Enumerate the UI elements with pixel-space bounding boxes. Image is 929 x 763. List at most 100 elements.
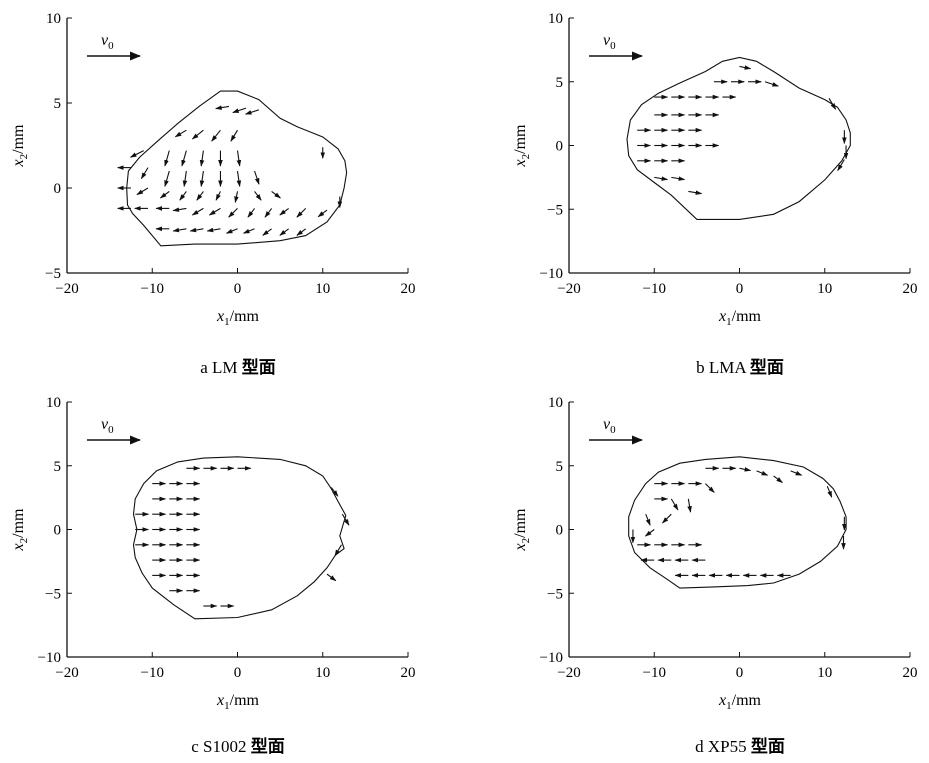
stress-arrow <box>172 207 187 212</box>
stress-arrow <box>254 170 260 185</box>
stress-arrow <box>837 159 845 172</box>
x-tick-label: 20 <box>903 281 918 297</box>
y-tick-label: −10 <box>540 266 563 282</box>
y-tick-label: 0 <box>556 523 564 539</box>
y-tick-label: −5 <box>547 586 563 602</box>
x-tick-label: −20 <box>55 281 78 297</box>
stress-arrow <box>236 170 242 188</box>
stress-arrow <box>688 190 703 195</box>
stress-arrow <box>228 208 238 218</box>
stress-arrow <box>234 191 239 204</box>
x-tick-label: 10 <box>315 281 330 297</box>
stress-arrow <box>264 208 273 218</box>
contact-patch-outline <box>126 90 348 247</box>
y-axis-label: x2/mm <box>10 124 30 168</box>
stress-arrow <box>179 191 187 201</box>
stress-arrow <box>279 228 289 236</box>
stress-arrow <box>215 105 230 110</box>
panel-caption: b LMA 型面 <box>696 357 784 377</box>
chart-panel-a: −20 −10 0 10 20 −5 0 5 10 x1/mm x2/mm v0 a LM 型面 <box>10 11 416 377</box>
stress-arrow <box>756 470 769 476</box>
velocity-label: v0 <box>603 416 616 436</box>
x-axis-label: x1/mm <box>216 308 260 328</box>
stress-arrow <box>739 65 752 70</box>
x-tick-label: 10 <box>315 665 330 681</box>
stress-arrow <box>247 208 255 218</box>
x-tick-label: 20 <box>903 665 918 681</box>
y-tick-label: 0 <box>54 181 62 197</box>
stress-arrow <box>828 98 837 110</box>
x-tick-label: 0 <box>234 281 242 297</box>
stress-arrow <box>330 487 339 497</box>
stress-arrow <box>215 191 221 201</box>
y-tick-label: 10 <box>46 395 61 411</box>
x-tick-label: 10 <box>817 665 832 681</box>
x-tick-label: −10 <box>643 281 666 297</box>
x-tick-label: 0 <box>736 281 744 297</box>
contact-patch-outline <box>132 456 347 620</box>
x-tick-label: −10 <box>141 281 164 297</box>
stress-arrow <box>296 208 307 218</box>
stress-arrow <box>159 190 170 199</box>
stress-arrow <box>341 513 350 526</box>
stress-arrow <box>211 129 221 142</box>
stress-arrow <box>199 150 205 167</box>
x-tick-label: 0 <box>736 665 744 681</box>
x-tick-label: 20 <box>401 281 416 297</box>
stress-arrow <box>705 483 715 493</box>
stress-arrow <box>172 227 187 233</box>
x-axis-label: x1/mm <box>718 692 762 712</box>
stress-arrow <box>773 475 783 483</box>
stress-arrow <box>262 228 272 236</box>
x-tick-label: 20 <box>401 665 416 681</box>
stress-arrow <box>317 209 328 218</box>
y-axis-label: x2/mm <box>10 508 30 552</box>
stress-arrow <box>230 129 238 142</box>
y-tick-label: −10 <box>38 650 61 666</box>
y-tick-label: 5 <box>556 75 564 91</box>
stress-arrow <box>662 513 672 524</box>
y-tick-label: 5 <box>54 96 62 112</box>
y-tick-label: −5 <box>45 586 61 602</box>
x-axis-label: x1/mm <box>718 308 762 328</box>
stress-arrow <box>671 176 686 181</box>
y-tick-label: 0 <box>54 523 62 539</box>
stress-arrow <box>687 498 692 513</box>
stress-arrow <box>654 176 669 181</box>
y-tick-label: 10 <box>46 11 61 27</box>
stress-arrow <box>196 191 204 201</box>
stress-arrow <box>164 170 170 188</box>
contact-patch-outline <box>628 456 847 589</box>
stress-arrow <box>296 228 307 236</box>
stress-arrow <box>232 107 247 114</box>
stress-arrow <box>199 170 205 188</box>
stress-arrow <box>326 573 337 582</box>
y-tick-label: 5 <box>556 459 564 475</box>
stress-arrow <box>164 150 170 167</box>
y-tick-label: 10 <box>548 395 563 411</box>
y-tick-label: −5 <box>45 266 61 282</box>
stress-arrow <box>271 190 281 199</box>
stress-arrow <box>254 191 262 201</box>
stress-arrow <box>790 470 803 476</box>
velocity-label: v0 <box>603 32 616 52</box>
stress-arrow <box>129 150 144 158</box>
y-tick-label: 5 <box>54 459 62 475</box>
velocity-label: v0 <box>101 416 114 436</box>
stress-arrow <box>236 150 242 167</box>
x-tick-label: −20 <box>557 665 580 681</box>
stress-arrow <box>670 498 679 511</box>
stress-arrow <box>334 544 342 557</box>
stress-arrow <box>739 467 752 472</box>
x-tick-label: −10 <box>141 665 164 681</box>
stress-arrow <box>645 513 651 526</box>
stress-arrow <box>206 227 221 233</box>
velocity-label: v0 <box>101 32 114 52</box>
x-axis-label: x1/mm <box>216 692 260 712</box>
y-axis-label: x2/mm <box>512 508 532 552</box>
stress-arrow <box>191 207 204 216</box>
